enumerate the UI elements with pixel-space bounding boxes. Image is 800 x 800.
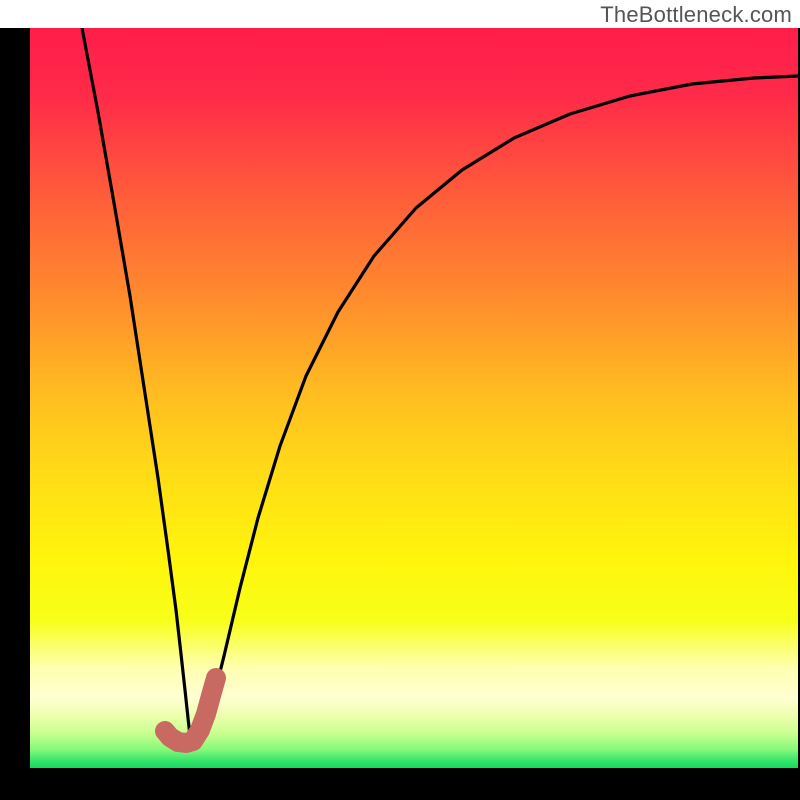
chart-root: { "meta": { "watermark_text": "TheBottle…	[0, 0, 800, 800]
optimal-marker	[165, 678, 216, 743]
frame-bottom	[0, 768, 800, 800]
plot-area	[30, 28, 798, 768]
curve-layer	[30, 28, 798, 768]
frame-left	[0, 28, 30, 800]
watermark-text: TheBottleneck.com	[600, 2, 792, 28]
bottleneck-curve	[82, 28, 798, 743]
